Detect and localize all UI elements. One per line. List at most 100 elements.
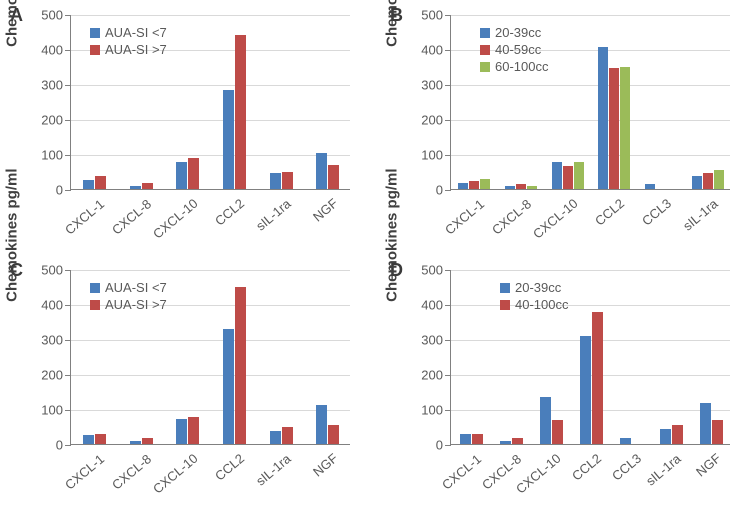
bar <box>95 176 106 189</box>
gridline <box>71 410 350 411</box>
gridline <box>451 155 730 156</box>
y-tick-label: 400 <box>41 298 63 313</box>
y-axis-title-d: Chemokines pg/ml <box>384 168 401 301</box>
y-axis-title-a: Chemokines pg/ml <box>4 0 21 47</box>
bar-group <box>700 403 723 444</box>
x-tick-label: CXCL-10 <box>150 196 201 242</box>
x-tick-label: sIL-1ra <box>643 451 684 489</box>
bar <box>235 287 246 444</box>
bar <box>223 329 234 445</box>
bar-group <box>505 184 537 189</box>
bar <box>95 434 106 445</box>
legend-swatch <box>90 45 100 55</box>
y-tick <box>65 155 71 156</box>
bar-group <box>692 170 724 189</box>
x-tick-label: CXCL-1 <box>62 196 107 237</box>
y-tick-label: 500 <box>421 8 443 23</box>
bar <box>598 47 608 189</box>
legend-label: 40-59cc <box>495 42 541 57</box>
x-tick-label: CCL2 <box>569 451 604 484</box>
x-tick-label: sIL-1ra <box>253 451 294 489</box>
legend-item: AUA-SI >7 <box>90 42 167 57</box>
legend-swatch <box>500 283 510 293</box>
x-tick-label: NGF <box>310 451 341 480</box>
y-tick <box>65 50 71 51</box>
x-tick-label: CCL3 <box>639 196 674 229</box>
y-tick <box>445 15 451 16</box>
legend-item: AUA-SI >7 <box>90 297 167 312</box>
y-tick-label: 200 <box>421 368 443 383</box>
y-tick <box>65 15 71 16</box>
y-tick <box>445 120 451 121</box>
bar-group <box>458 179 490 190</box>
legend-label: AUA-SI >7 <box>105 42 167 57</box>
legend: AUA-SI <7 AUA-SI >7 <box>90 25 167 59</box>
y-tick-label: 100 <box>421 148 443 163</box>
legend-swatch <box>480 28 490 38</box>
bar-group <box>270 427 293 445</box>
bar-group <box>580 312 603 444</box>
bar <box>176 162 187 189</box>
y-tick <box>445 445 451 446</box>
y-tick-label: 0 <box>56 438 63 453</box>
bar-group <box>598 47 630 189</box>
y-tick <box>445 190 451 191</box>
y-tick-label: 200 <box>421 113 443 128</box>
bar-group <box>176 158 199 190</box>
bar <box>282 172 293 190</box>
legend-label: 60-100cc <box>495 59 548 74</box>
gridline <box>451 85 730 86</box>
legend-label: AUA-SI <7 <box>105 25 167 40</box>
y-tick-label: 0 <box>56 183 63 198</box>
bar-group <box>316 405 339 444</box>
y-tick-label: 300 <box>41 78 63 93</box>
legend: AUA-SI <7AUA-SI >7 <box>90 280 167 314</box>
x-tick-label: CXCL-8 <box>109 451 154 492</box>
gridline <box>451 120 730 121</box>
legend-swatch <box>90 300 100 310</box>
gridline <box>71 155 350 156</box>
bar <box>223 90 234 189</box>
y-tick-label: 200 <box>41 113 63 128</box>
x-tick-label: CXCL-10 <box>513 451 564 497</box>
bar <box>620 438 631 444</box>
bar <box>460 434 471 445</box>
x-tick-label: CCL2 <box>212 451 247 484</box>
bar-group <box>83 176 106 189</box>
x-tick-label: CCL2 <box>592 196 627 229</box>
bar <box>176 419 187 444</box>
panel-a: A Chemokines pg/ml 0100200300400500 CXCL… <box>10 5 370 255</box>
y-tick-label: 400 <box>421 43 443 58</box>
x-tick-label: CXCL-8 <box>489 196 534 237</box>
legend-swatch <box>480 62 490 72</box>
bar <box>552 420 563 444</box>
y-tick <box>65 190 71 191</box>
y-tick <box>445 155 451 156</box>
y-tick <box>445 50 451 51</box>
bar <box>270 431 281 444</box>
bar <box>282 427 293 445</box>
bar <box>620 67 630 190</box>
bar <box>188 417 199 444</box>
x-tick-label: CCL3 <box>609 451 644 484</box>
bar-group <box>223 287 246 444</box>
legend-item: 20-39cc <box>500 280 568 295</box>
y-axis-title-c: Chemokines pg/ml <box>4 168 21 301</box>
bar <box>574 162 584 189</box>
bar <box>142 438 153 444</box>
legend-item: AUA-SI <7 <box>90 25 167 40</box>
bar <box>130 186 141 190</box>
y-tick <box>65 85 71 86</box>
legend-label: AUA-SI >7 <box>105 297 167 312</box>
legend-item: 40-100cc <box>500 297 568 312</box>
bar-group <box>130 438 153 444</box>
y-tick-label: 200 <box>41 368 63 383</box>
gridline <box>71 375 350 376</box>
bar <box>480 179 490 190</box>
y-tick-label: 500 <box>41 263 63 278</box>
y-tick-label: 300 <box>421 78 443 93</box>
y-tick <box>445 85 451 86</box>
legend-swatch <box>90 28 100 38</box>
y-tick-label: 0 <box>436 183 443 198</box>
bar <box>472 434 483 445</box>
